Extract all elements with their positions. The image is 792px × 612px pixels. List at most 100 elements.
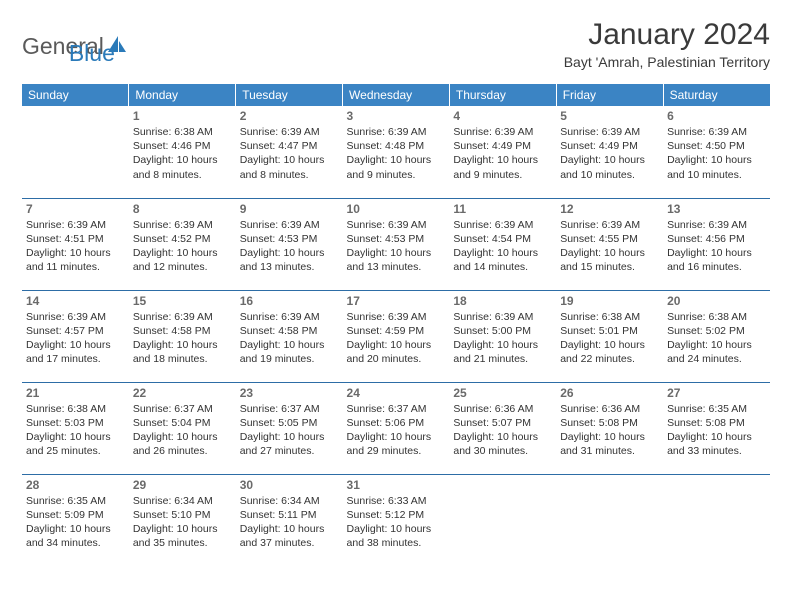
day-number: 7 bbox=[26, 202, 125, 216]
calendar-day-cell: 6Sunrise: 6:39 AMSunset: 4:50 PMDaylight… bbox=[663, 106, 770, 198]
day-number: 31 bbox=[347, 478, 446, 492]
day-info: Sunrise: 6:39 AMSunset: 4:56 PMDaylight:… bbox=[667, 218, 766, 275]
day-number: 29 bbox=[133, 478, 232, 492]
day-number: 25 bbox=[453, 386, 552, 400]
day-number: 19 bbox=[560, 294, 659, 308]
calendar-day-cell: 3 Sunrise: 6:39 AMSunset: 4:48 PMDaylight… bbox=[343, 106, 450, 198]
day-info: Sunrise: 6:39 AMSunset: 4:53 PMDaylight:… bbox=[347, 218, 446, 275]
day-info: Sunrise: 6:37 AMSunset: 5:05 PMDaylight:… bbox=[240, 402, 339, 459]
calendar-day-cell: 17Sunrise: 6:39 AMSunset: 4:59 PMDayligh… bbox=[343, 290, 450, 382]
day-number: 27 bbox=[667, 386, 766, 400]
day-info: Sunrise: 6:39 AMSunset: 4:47 PMDaylight:… bbox=[240, 125, 339, 182]
calendar-day-cell: 16 Sunrise: 6:39 AMSunset: 4:58 PMDayligh… bbox=[236, 290, 343, 382]
calendar-day-cell: 26 Sunrise: 6:36 AMSunset: 5:08 PMDayligh… bbox=[556, 382, 663, 474]
day-info: Sunrise: 6:39 AMSunset: 4:57 PMDaylight:… bbox=[26, 310, 125, 367]
calendar-day-cell: 24 Sunrise: 6:37 AMSunset: 5:06 PMDayligh… bbox=[343, 382, 450, 474]
day-number: 14 bbox=[26, 294, 125, 308]
day-info: Sunrise: 6:38 AMSunset: 5:01 PMDaylight:… bbox=[560, 310, 659, 367]
day-number: 4 bbox=[453, 109, 552, 123]
calendar-day-cell: 27 Sunrise: 6:35 AMSunset: 5:08 PMDayligh… bbox=[663, 382, 770, 474]
month-title: January 2024 bbox=[564, 18, 770, 52]
calendar-day-cell bbox=[22, 106, 129, 198]
day-info: Sunrise: 6:39 AMSunset: 4:58 PMDaylight:… bbox=[133, 310, 232, 367]
calendar-day-cell: 18Sunrise: 6:39 AMSunset: 5:00 PMDayligh… bbox=[449, 290, 556, 382]
day-info: Sunrise: 6:39 AMSunset: 4:58 PMDaylight:… bbox=[240, 310, 339, 367]
calendar-day-cell: 30 Sunrise: 6:34 AMSunset: 5:11 PMDayligh… bbox=[236, 474, 343, 566]
calendar-day-cell: 14 Sunrise: 6:39 AMSunset: 4:57 PMDayligh… bbox=[22, 290, 129, 382]
day-info: Sunrise: 6:39 AMSunset: 5:00 PMDaylight:… bbox=[453, 310, 552, 367]
logo-text-2: Blue bbox=[69, 40, 115, 66]
day-number: 9 bbox=[240, 202, 339, 216]
calendar-week-row: 1Sunrise: 6:38 AMSunset: 4:46 PMDaylight… bbox=[22, 106, 770, 198]
calendar-week-row: 21Sunrise: 6:38 AMSunset: 5:03 PMDayligh… bbox=[22, 382, 770, 474]
day-number: 8 bbox=[133, 202, 232, 216]
calendar-day-cell bbox=[663, 474, 770, 566]
day-info: Sunrise: 6:34 AMSunset: 5:11 PMDaylight:… bbox=[240, 494, 339, 551]
day-number: 24 bbox=[347, 386, 446, 400]
day-number: 26 bbox=[560, 386, 659, 400]
calendar-day-cell: 12 Sunrise: 6:39 AMSunset: 4:55 PMDayligh… bbox=[556, 198, 663, 290]
calendar-week-row: 28 Sunrise: 6:35 AMSunset: 5:09 PMDayligh… bbox=[22, 474, 770, 566]
day-number: 3 bbox=[347, 109, 446, 123]
day-number: 16 bbox=[240, 294, 339, 308]
day-info: Sunrise: 6:39 AMSunset: 4:48 PMDaylight:… bbox=[347, 125, 446, 182]
day-number: 5 bbox=[560, 109, 659, 123]
day-number: 17 bbox=[347, 294, 446, 308]
day-info: Sunrise: 6:34 AMSunset: 5:10 PMDaylight:… bbox=[133, 494, 232, 551]
day-info: Sunrise: 6:39 AMSunset: 4:53 PMDaylight:… bbox=[240, 218, 339, 275]
day-number: 22 bbox=[133, 386, 232, 400]
day-info: Sunrise: 6:33 AMSunset: 5:12 PMDaylight:… bbox=[347, 494, 446, 551]
calendar-week-row: 7Sunrise: 6:39 AMSunset: 4:51 PMDaylight… bbox=[22, 198, 770, 290]
calendar-day-cell: 22 Sunrise: 6:37 AMSunset: 5:04 PMDayligh… bbox=[129, 382, 236, 474]
day-number: 1 bbox=[133, 109, 232, 123]
header: General Blue January 2024 Bayt 'Amrah, P… bbox=[22, 18, 770, 70]
day-number: 10 bbox=[347, 202, 446, 216]
calendar-day-cell: 23Sunrise: 6:37 AMSunset: 5:05 PMDayligh… bbox=[236, 382, 343, 474]
calendar-day-cell bbox=[556, 474, 663, 566]
day-number: 11 bbox=[453, 202, 552, 216]
day-info: Sunrise: 6:37 AMSunset: 5:06 PMDaylight:… bbox=[347, 402, 446, 459]
day-info: Sunrise: 6:36 AMSunset: 5:08 PMDaylight:… bbox=[560, 402, 659, 459]
weekday-header: Wednesday bbox=[343, 84, 450, 106]
calendar-day-cell: 2 Sunrise: 6:39 AMSunset: 4:47 PMDaylight… bbox=[236, 106, 343, 198]
calendar-day-cell: 1Sunrise: 6:38 AMSunset: 4:46 PMDaylight… bbox=[129, 106, 236, 198]
day-number: 12 bbox=[560, 202, 659, 216]
calendar-day-cell: 10 Sunrise: 6:39 AMSunset: 4:53 PMDayligh… bbox=[343, 198, 450, 290]
day-info: Sunrise: 6:39 AMSunset: 4:49 PMDaylight:… bbox=[560, 125, 659, 182]
day-info: Sunrise: 6:38 AMSunset: 5:02 PMDaylight:… bbox=[667, 310, 766, 367]
day-number: 15 bbox=[133, 294, 232, 308]
calendar-day-cell: 29 Sunrise: 6:34 AMSunset: 5:10 PMDayligh… bbox=[129, 474, 236, 566]
day-info: Sunrise: 6:39 AMSunset: 4:52 PMDaylight:… bbox=[133, 218, 232, 275]
calendar-day-cell: 5 Sunrise: 6:39 AMSunset: 4:49 PMDaylight… bbox=[556, 106, 663, 198]
calendar-day-cell: 21Sunrise: 6:38 AMSunset: 5:03 PMDayligh… bbox=[22, 382, 129, 474]
day-info: Sunrise: 6:39 AMSunset: 4:55 PMDaylight:… bbox=[560, 218, 659, 275]
calendar-day-cell: 15 Sunrise: 6:39 AMSunset: 4:58 PMDayligh… bbox=[129, 290, 236, 382]
day-number: 28 bbox=[26, 478, 125, 492]
day-number: 6 bbox=[667, 109, 766, 123]
calendar-day-cell bbox=[449, 474, 556, 566]
day-info: Sunrise: 6:36 AMSunset: 5:07 PMDaylight:… bbox=[453, 402, 552, 459]
day-info: Sunrise: 6:38 AMSunset: 5:03 PMDaylight:… bbox=[26, 402, 125, 459]
weekday-header: Sunday bbox=[22, 84, 129, 106]
day-info: Sunrise: 6:39 AMSunset: 4:54 PMDaylight:… bbox=[453, 218, 552, 275]
logo: General Blue bbox=[22, 26, 115, 67]
day-info: Sunrise: 6:37 AMSunset: 5:04 PMDaylight:… bbox=[133, 402, 232, 459]
calendar-day-cell: 13 Sunrise: 6:39 AMSunset: 4:56 PMDayligh… bbox=[663, 198, 770, 290]
weekday-header: Monday bbox=[129, 84, 236, 106]
calendar-day-cell: 31 Sunrise: 6:33 AMSunset: 5:12 PMDayligh… bbox=[343, 474, 450, 566]
weekday-header: Saturday bbox=[663, 84, 770, 106]
calendar-day-cell: 8 Sunrise: 6:39 AMSunset: 4:52 PMDaylight… bbox=[129, 198, 236, 290]
day-info: Sunrise: 6:35 AMSunset: 5:08 PMDaylight:… bbox=[667, 402, 766, 459]
calendar-table: Sunday Monday Tuesday Wednesday Thursday… bbox=[22, 84, 770, 566]
day-number: 2 bbox=[240, 109, 339, 123]
day-info: Sunrise: 6:35 AMSunset: 5:09 PMDaylight:… bbox=[26, 494, 125, 551]
calendar-day-cell: 4 Sunrise: 6:39 AMSunset: 4:49 PMDaylight… bbox=[449, 106, 556, 198]
location: Bayt 'Amrah, Palestinian Territory bbox=[564, 54, 770, 70]
calendar-day-cell: 11 Sunrise: 6:39 AMSunset: 4:54 PMDayligh… bbox=[449, 198, 556, 290]
day-number: 20 bbox=[667, 294, 766, 308]
day-number: 13 bbox=[667, 202, 766, 216]
calendar-day-cell: 28 Sunrise: 6:35 AMSunset: 5:09 PMDayligh… bbox=[22, 474, 129, 566]
day-info: Sunrise: 6:39 AMSunset: 4:49 PMDaylight:… bbox=[453, 125, 552, 182]
calendar-day-cell: 19 Sunrise: 6:38 AMSunset: 5:01 PMDayligh… bbox=[556, 290, 663, 382]
day-number: 30 bbox=[240, 478, 339, 492]
